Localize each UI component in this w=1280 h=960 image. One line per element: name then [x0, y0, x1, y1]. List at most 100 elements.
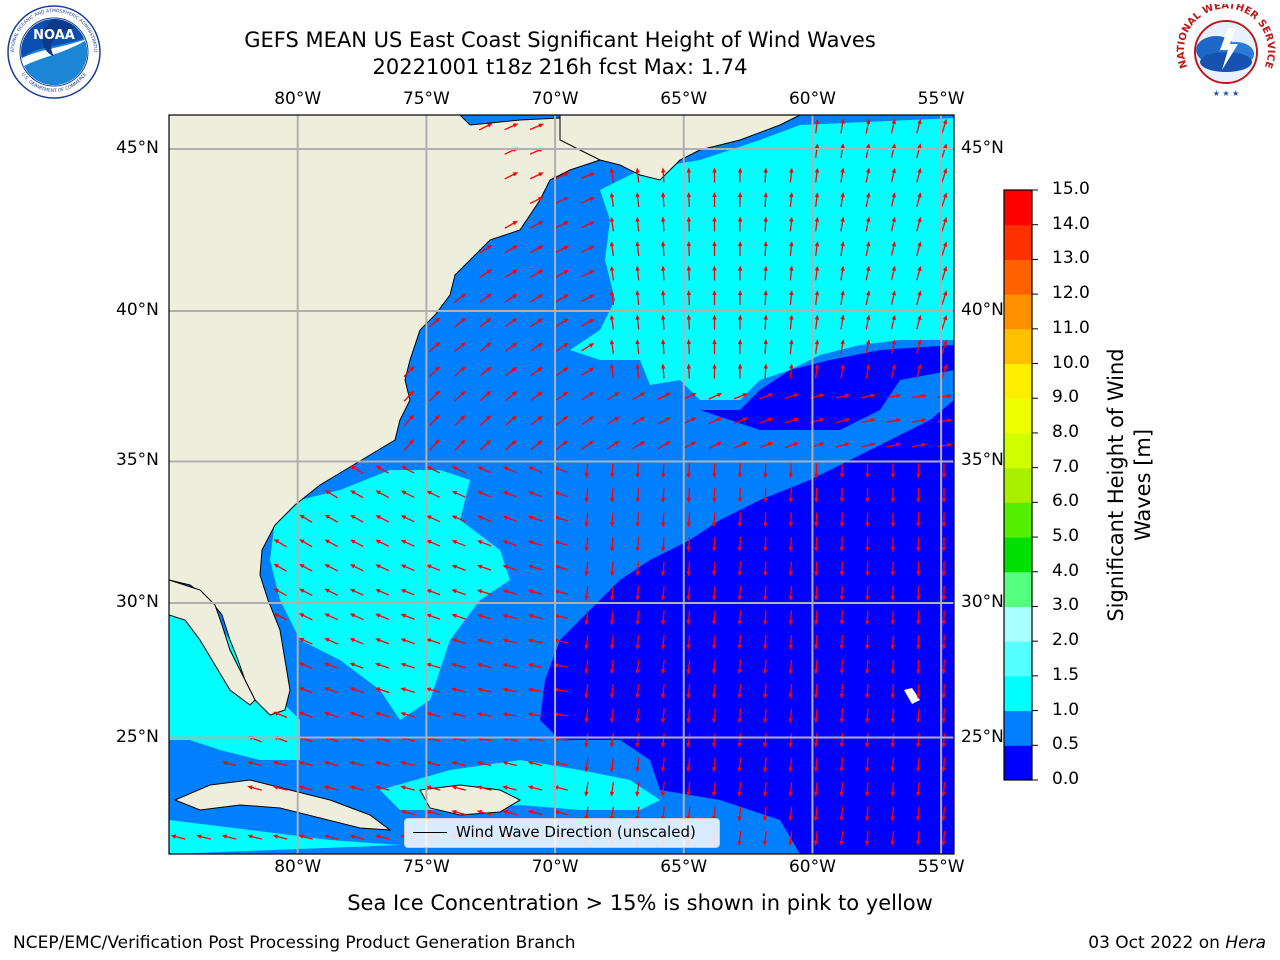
wave-direction-arrow	[835, 417, 851, 424]
wave-direction-arrow	[374, 711, 390, 718]
colorbar-tick-label: 8.0	[1052, 421, 1080, 442]
colorbar-tick-label: 7.0	[1052, 456, 1080, 477]
wave-direction-arrow	[635, 463, 640, 479]
wave-direction-arrow	[763, 561, 768, 577]
wave-direction-arrow	[400, 687, 415, 693]
wave-direction-arrow	[451, 564, 466, 571]
wave-direction-arrow	[890, 806, 895, 822]
wave-direction-arrow	[581, 318, 595, 327]
wave-direction-arrow	[606, 440, 620, 450]
wave-direction-arrow	[476, 564, 492, 571]
longitude-label: 60°W	[788, 89, 836, 109]
wave-direction-arrow	[737, 561, 742, 577]
wave-direction-arrow	[814, 536, 819, 552]
colorbar-swatch	[1004, 467, 1032, 503]
wave-direction-arrow	[504, 366, 518, 377]
wave-direction-arrow	[737, 683, 742, 699]
wave-direction-arrow	[890, 732, 895, 748]
wave-direction-arrow	[686, 585, 691, 601]
wave-direction-arrow	[323, 785, 339, 791]
wave-direction-arrow	[530, 245, 544, 254]
wave-direction-arrow	[789, 265, 794, 281]
colorbar-swatch	[1004, 606, 1032, 642]
wave-direction-arrow	[864, 781, 870, 797]
wave-direction-arrow	[839, 634, 844, 650]
wave-direction-arrow	[916, 659, 921, 675]
wave-direction-arrow	[686, 339, 692, 355]
wave-direction-arrow	[657, 416, 671, 425]
wave-direction-arrow	[477, 466, 492, 474]
wave-direction-arrow	[609, 314, 615, 330]
wave-direction-arrow	[584, 708, 589, 724]
wave-direction-arrow	[247, 760, 262, 767]
colorbar-tick-label: 4.0	[1052, 560, 1080, 581]
wave-direction-arrow	[941, 561, 947, 577]
wave-direction-arrow	[890, 241, 896, 256]
wave-direction-arrow	[453, 293, 467, 303]
wave-direction-arrow	[941, 708, 946, 724]
wave-direction-arrow	[609, 241, 615, 257]
wave-direction-arrow	[941, 512, 947, 528]
wave-direction-arrow	[814, 659, 819, 675]
wave-direction-arrow	[505, 415, 517, 426]
wave-direction-arrow	[660, 781, 666, 797]
wave-direction-arrow	[814, 561, 819, 577]
wave-direction-arrow	[712, 216, 717, 232]
wave-direction-arrow	[323, 711, 339, 718]
colorbar-swatch	[1004, 710, 1032, 746]
wave-direction-arrow	[763, 487, 768, 503]
wave-direction-arrow	[814, 143, 820, 159]
wave-direction-arrow	[763, 241, 768, 257]
wave-direction-arrow	[890, 683, 895, 699]
wave-direction-arrow	[476, 809, 492, 816]
wave-direction-arrow	[890, 830, 895, 846]
wave-direction-arrow	[527, 638, 543, 644]
wave-direction-arrow	[555, 342, 569, 352]
colorbar	[1003, 189, 1038, 781]
wave-direction-arrow	[708, 393, 723, 400]
wave-direction-arrow	[813, 732, 819, 748]
wave-direction-arrow	[686, 265, 692, 281]
wave-direction-arrow	[890, 290, 896, 305]
wave-direction-arrow	[660, 610, 666, 626]
wave-direction-arrow	[762, 757, 768, 773]
wave-direction-arrow	[814, 192, 820, 208]
wave-direction-arrow	[865, 512, 870, 528]
wave-direction-arrow	[584, 536, 589, 552]
wave-direction-arrow	[813, 830, 819, 846]
longitude-label: 55°W	[917, 857, 965, 877]
wave-direction-arrow	[610, 487, 615, 503]
wave-direction-arrow	[609, 192, 615, 208]
wave-direction-arrow	[840, 339, 845, 355]
wave-direction-arrow	[451, 809, 466, 816]
colorbar-tick-label: 13.0	[1052, 248, 1090, 269]
wave-direction-arrow	[610, 512, 615, 528]
wave-direction-arrow	[890, 339, 896, 354]
wave-direction-arrow	[298, 834, 313, 840]
wave-direction-arrow	[916, 732, 921, 748]
wave-direction-arrow	[865, 634, 870, 650]
wave-direction-arrow	[273, 613, 288, 621]
wave-direction-arrow	[324, 490, 338, 499]
latitude-label: 45°N	[961, 138, 1004, 159]
wave-direction-arrow	[763, 536, 768, 552]
wave-direction-arrow	[661, 192, 666, 208]
wave-direction-arrow	[247, 834, 262, 840]
wave-direction-arrow	[941, 241, 948, 256]
wave-direction-arrow	[375, 515, 390, 523]
wave-direction-arrow	[711, 683, 717, 699]
legend: Wind Wave Direction (unscaled)	[404, 818, 720, 848]
wave-direction-arrow	[788, 561, 794, 577]
wave-direction-arrow	[609, 363, 615, 379]
wave-direction-arrow	[298, 637, 313, 645]
wave-direction-arrow	[374, 662, 390, 669]
wave-direction-arrow	[937, 393, 953, 399]
wave-direction-arrow	[712, 536, 717, 552]
wave-direction-arrow	[737, 806, 742, 822]
wave-direction-arrow	[839, 585, 845, 601]
wave-direction-arrow	[865, 167, 871, 183]
wave-direction-arrow	[350, 514, 364, 523]
wave-direction-arrow	[759, 417, 774, 424]
wave-direction-arrow	[890, 363, 896, 379]
latitude-label: 25°N	[961, 726, 1004, 747]
